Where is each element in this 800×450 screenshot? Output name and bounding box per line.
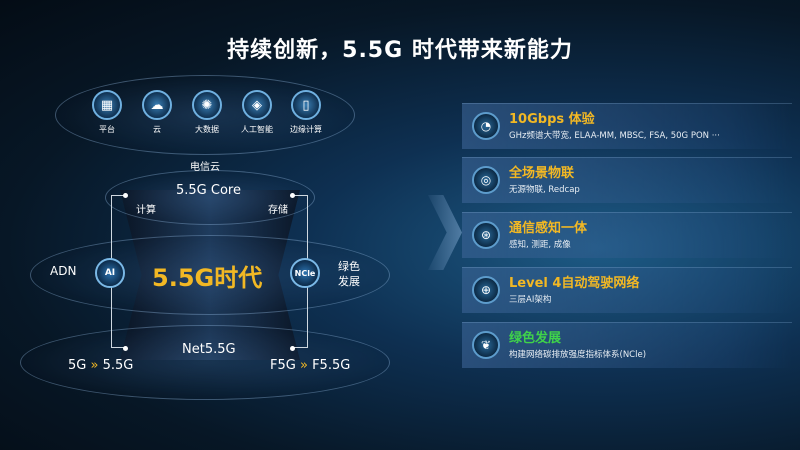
telecom-cloud-label: 电信云 [190,162,220,173]
feature-subtitle: 感知, 测距, 成像 [509,240,571,250]
iot-icon: ◎ [472,166,500,194]
from-f5g: F5G [270,358,296,373]
fixed-evolution: F5G » F5.5G [270,358,350,373]
top-icon-label: 云 [153,125,161,134]
chevron-arrow-icon [428,195,462,270]
to-5-5g: 5.5G [102,358,134,373]
feature-title: 绿色发展 [509,331,562,346]
feature-title: 通信感知一体 [509,221,588,236]
net-label: Net5.5G [182,342,236,357]
bracket-dot [123,346,128,351]
middle-ring [30,235,390,315]
bracket-dot [123,193,128,198]
core-label: 5.5G Core [176,183,241,198]
feature-card: ⊕ Level 4自动驾驶网络 三层AI架构 [462,267,792,313]
feature-card: ⊛ 通信感知一体 感知, 测距, 成像 [462,212,792,258]
big-data-icon: ✺ [192,90,222,120]
feature-subtitle: 构建网络碳排放强度指标体系(NCle) [509,350,647,360]
bracket-dot [290,346,295,351]
green-label-1: 绿色 [338,260,360,273]
from-5g: 5G [68,358,87,373]
top-icon-label: 边缘计算 [290,125,322,134]
speed-icon: ◔ [472,112,500,140]
core-ring [105,170,315,225]
feature-subtitle: 无源物联, Redcap [509,185,580,195]
green-label-2: 发展 [338,275,360,288]
center-title: 5.5G时代 [152,264,263,292]
bottom-ring [20,325,390,400]
network-globe-icon: ⊕ [472,276,500,304]
slide-title: 持续创新，5.5G 时代带来新能力 [227,38,573,63]
top-icon-label: 人工智能 [241,125,273,134]
arrow-icon: » [299,358,308,373]
ncle-badge: NCle [290,258,320,288]
arrow-icon: » [90,358,99,373]
feature-subtitle: 三层AI架构 [509,295,552,305]
edge-computing-icon: ▯ [291,90,321,120]
storage-label: 存储 [268,205,288,216]
compute-label: 计算 [136,205,156,216]
feature-subtitle: GHz频谱大带宽, ELAA-MM, MBSC, FSA, 50G PON ··… [509,131,720,141]
feature-card: ◎ 全场景物联 无源物联, Redcap [462,157,792,203]
to-f5-5g: F5.5G [312,358,351,373]
ai-badge: AI [95,258,125,288]
feature-card: ◔ 10Gbps 体验 GHz频谱大带宽, ELAA-MM, MBSC, FSA… [462,103,792,149]
feature-title: 全场景物联 [509,166,575,181]
bracket-dot [290,193,295,198]
leaf-icon: ❦ [472,331,500,359]
mobile-evolution: 5G » 5.5G [68,358,133,373]
platform-icon: ▦ [92,90,122,120]
top-icon-label: 大数据 [195,125,219,134]
sensing-icon: ⊛ [472,221,500,249]
adn-label: ADN [50,264,77,278]
feature-title: 10Gbps 体验 [509,112,595,127]
cloud-icon: ☁ [142,90,172,120]
feature-card: ❦ 绿色发展 构建网络碳排放强度指标体系(NCle) [462,322,792,368]
top-icon-label: 平台 [99,125,115,134]
ai-chip-icon: ◈ [242,90,272,120]
feature-title: Level 4自动驾驶网络 [509,276,640,291]
